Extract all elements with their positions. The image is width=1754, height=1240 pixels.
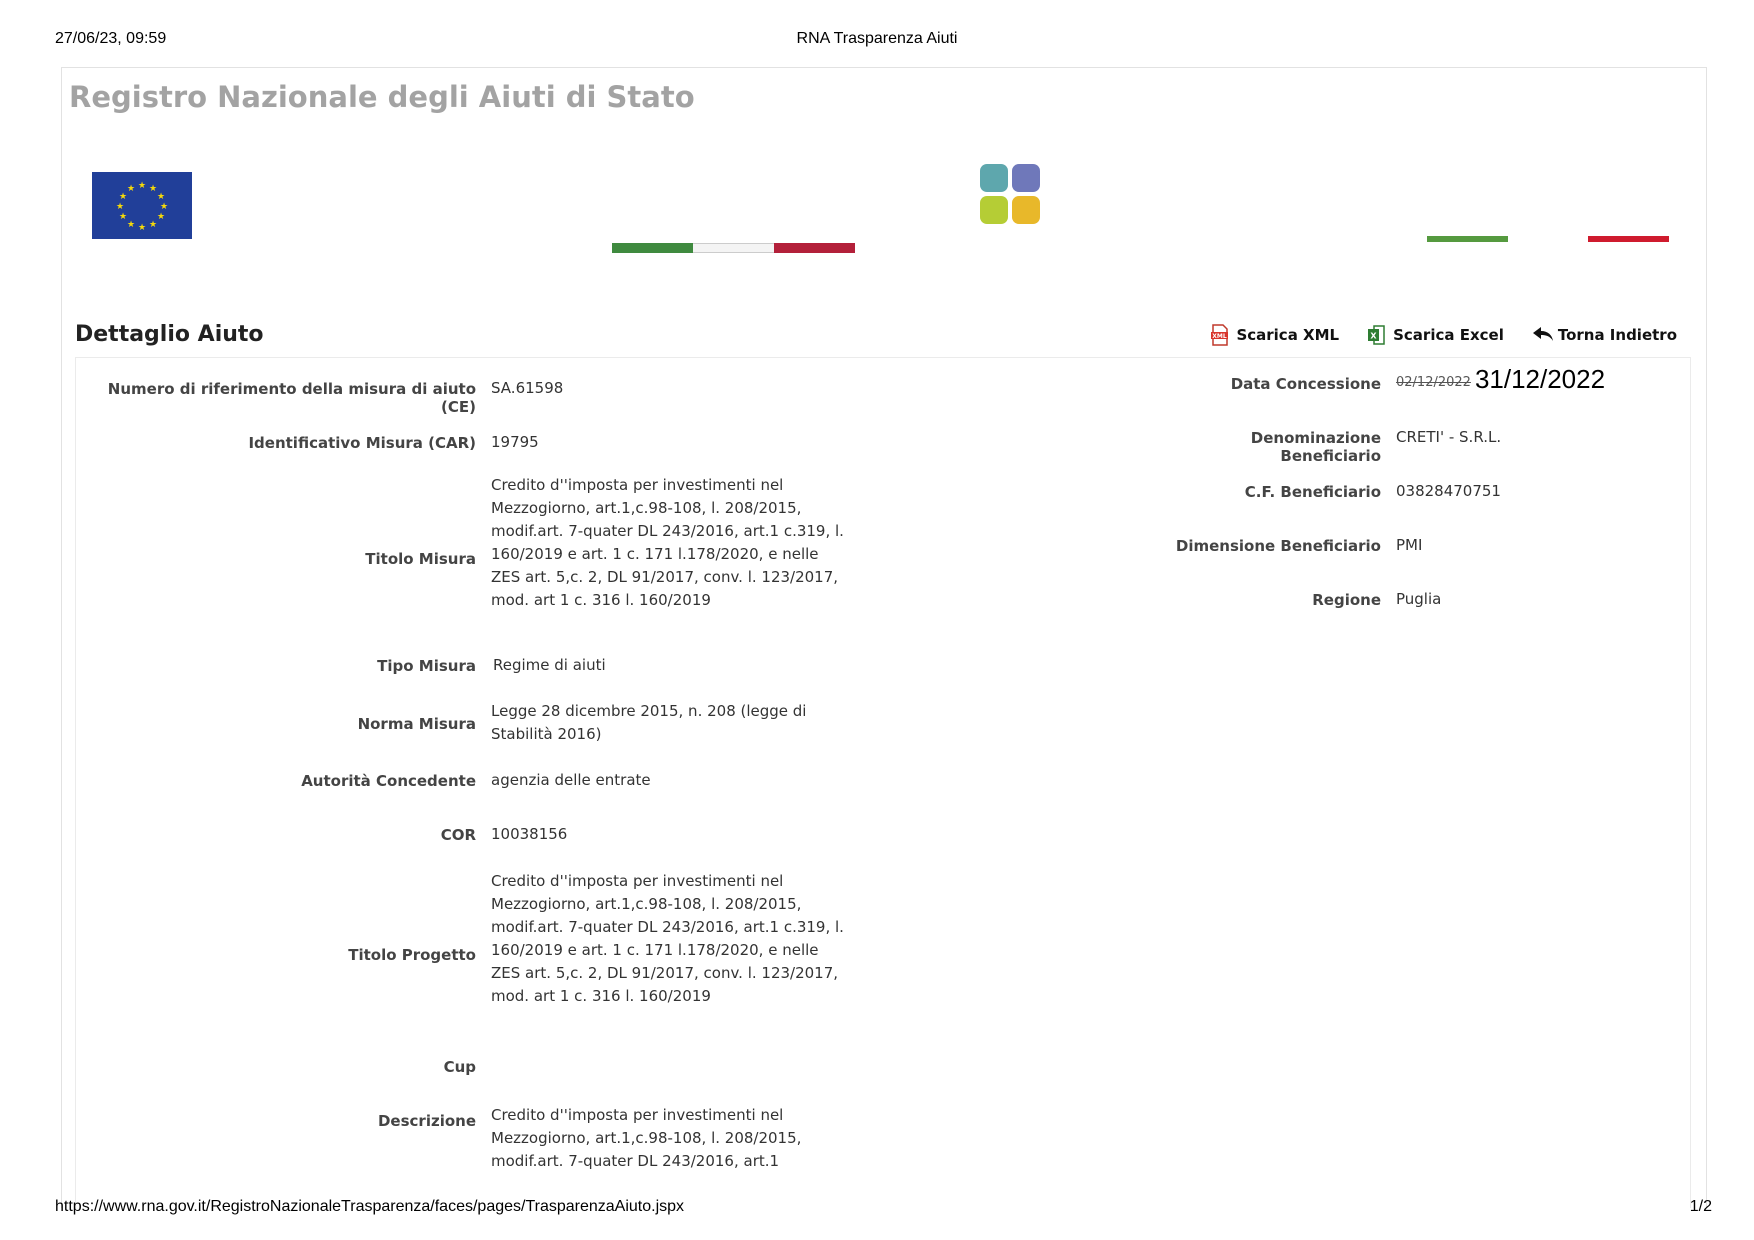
print-page-number: 1/2 bbox=[1689, 1198, 1712, 1215]
field-value: 19795 bbox=[491, 433, 539, 451]
svg-text:★: ★ bbox=[149, 184, 157, 194]
field-label: Data Concessione bbox=[1230, 375, 1381, 393]
field-value: Legge 28 dicembre 2015, n. 208 (legge di… bbox=[491, 702, 807, 743]
field-label: Regione bbox=[1312, 591, 1381, 609]
field-label: Descrizione bbox=[377, 1112, 476, 1130]
field-label: Norma Misura bbox=[357, 715, 476, 733]
field-value: Credito d''imposta per investimenti nel … bbox=[491, 1106, 802, 1170]
download-excel-label: Scarica Excel bbox=[1393, 326, 1504, 344]
print-header: 27/06/23, 09:59 RNA Trasparenza Aiuti bbox=[0, 30, 1754, 54]
back-label: Torna Indietro bbox=[1557, 326, 1677, 344]
date-original-struck: 02/12/2022 bbox=[1396, 375, 1471, 390]
date-corrected: 31/12/2022 bbox=[1474, 364, 1606, 394]
svg-text:X: X bbox=[1371, 332, 1378, 341]
eu-flag-logo: ★ ★ ★ ★ ★ ★ ★ ★ ★ ★ ★ ★ bbox=[92, 172, 192, 239]
svg-text:★: ★ bbox=[116, 202, 124, 212]
field-label: Identificativo Misura (CAR) bbox=[248, 434, 476, 452]
reply-arrow-icon bbox=[1532, 324, 1553, 346]
field-value: CRETI' - S.R.L. bbox=[1396, 428, 1502, 446]
print-page-title: RNA Trasparenza Aiuti bbox=[796, 30, 958, 47]
svg-text:★: ★ bbox=[138, 223, 146, 233]
field-label: C.F. Beneficiario bbox=[1244, 483, 1381, 501]
field-label: Numero di riferimento della misura di ai… bbox=[107, 380, 476, 416]
svg-text:★: ★ bbox=[160, 202, 168, 212]
green-bar bbox=[1427, 236, 1508, 242]
svg-text:★: ★ bbox=[157, 192, 165, 202]
svg-text:★: ★ bbox=[119, 192, 127, 202]
field-label: Tipo Misura bbox=[377, 657, 476, 675]
field-label: Denominazione Beneficiario bbox=[1250, 429, 1381, 465]
print-url: https://www.rna.gov.it/RegistroNazionale… bbox=[55, 1198, 685, 1215]
field-label: Titolo Progetto bbox=[348, 946, 476, 964]
svg-text:★: ★ bbox=[127, 184, 135, 194]
svg-text:★: ★ bbox=[157, 212, 165, 222]
field-label: Titolo Misura bbox=[365, 550, 476, 568]
svg-text:★: ★ bbox=[119, 212, 127, 222]
field-value: 02/12/2022 31/12/2022 bbox=[1396, 366, 1754, 394]
detail-panel: Numero di riferimento della misura di ai… bbox=[75, 357, 1691, 1208]
italian-tricolor-bar bbox=[612, 243, 855, 253]
rna-logo bbox=[980, 164, 1040, 224]
print-date-time: 27/06/23, 09:59 bbox=[55, 30, 167, 47]
svg-text:XML: XML bbox=[1213, 333, 1228, 340]
svg-text:★: ★ bbox=[149, 220, 157, 230]
field-value: Credito d''imposta per investimenti nel … bbox=[491, 476, 844, 609]
field-value: Credito d''imposta per investimenti nel … bbox=[491, 872, 844, 1005]
action-toolbar: XML Scarica XML X Scarica Excel Torna In… bbox=[1210, 324, 1677, 346]
field-value: 03828470751 bbox=[1396, 482, 1501, 500]
back-button[interactable]: Torna Indietro bbox=[1532, 324, 1677, 346]
download-xml-button[interactable]: XML Scarica XML bbox=[1210, 324, 1339, 346]
page-frame bbox=[61, 67, 1707, 1208]
xml-file-icon: XML bbox=[1210, 324, 1230, 346]
svg-text:★: ★ bbox=[138, 181, 146, 191]
field-value: agenzia delle entrate bbox=[491, 771, 651, 789]
field-label: Autorità Concedente bbox=[301, 772, 476, 790]
field-value: Puglia bbox=[1396, 590, 1442, 608]
svg-text:★: ★ bbox=[127, 220, 135, 230]
field-label: Cup bbox=[443, 1058, 476, 1076]
download-excel-button[interactable]: X Scarica Excel bbox=[1367, 324, 1504, 346]
field-value: Regime di aiuti bbox=[493, 656, 606, 674]
field-value: PMI bbox=[1396, 536, 1423, 554]
download-xml-label: Scarica XML bbox=[1236, 326, 1340, 344]
field-label: COR bbox=[440, 826, 476, 844]
section-title: Dettaglio Aiuto bbox=[75, 322, 264, 347]
field-value: 10038156 bbox=[491, 825, 568, 843]
field-label: Dimensione Beneficiario bbox=[1175, 537, 1381, 555]
red-bar bbox=[1588, 236, 1669, 242]
field-value: SA.61598 bbox=[491, 379, 564, 397]
site-title: Registro Nazionale degli Aiuti di Stato bbox=[69, 80, 695, 114]
excel-file-icon: X bbox=[1367, 324, 1387, 346]
